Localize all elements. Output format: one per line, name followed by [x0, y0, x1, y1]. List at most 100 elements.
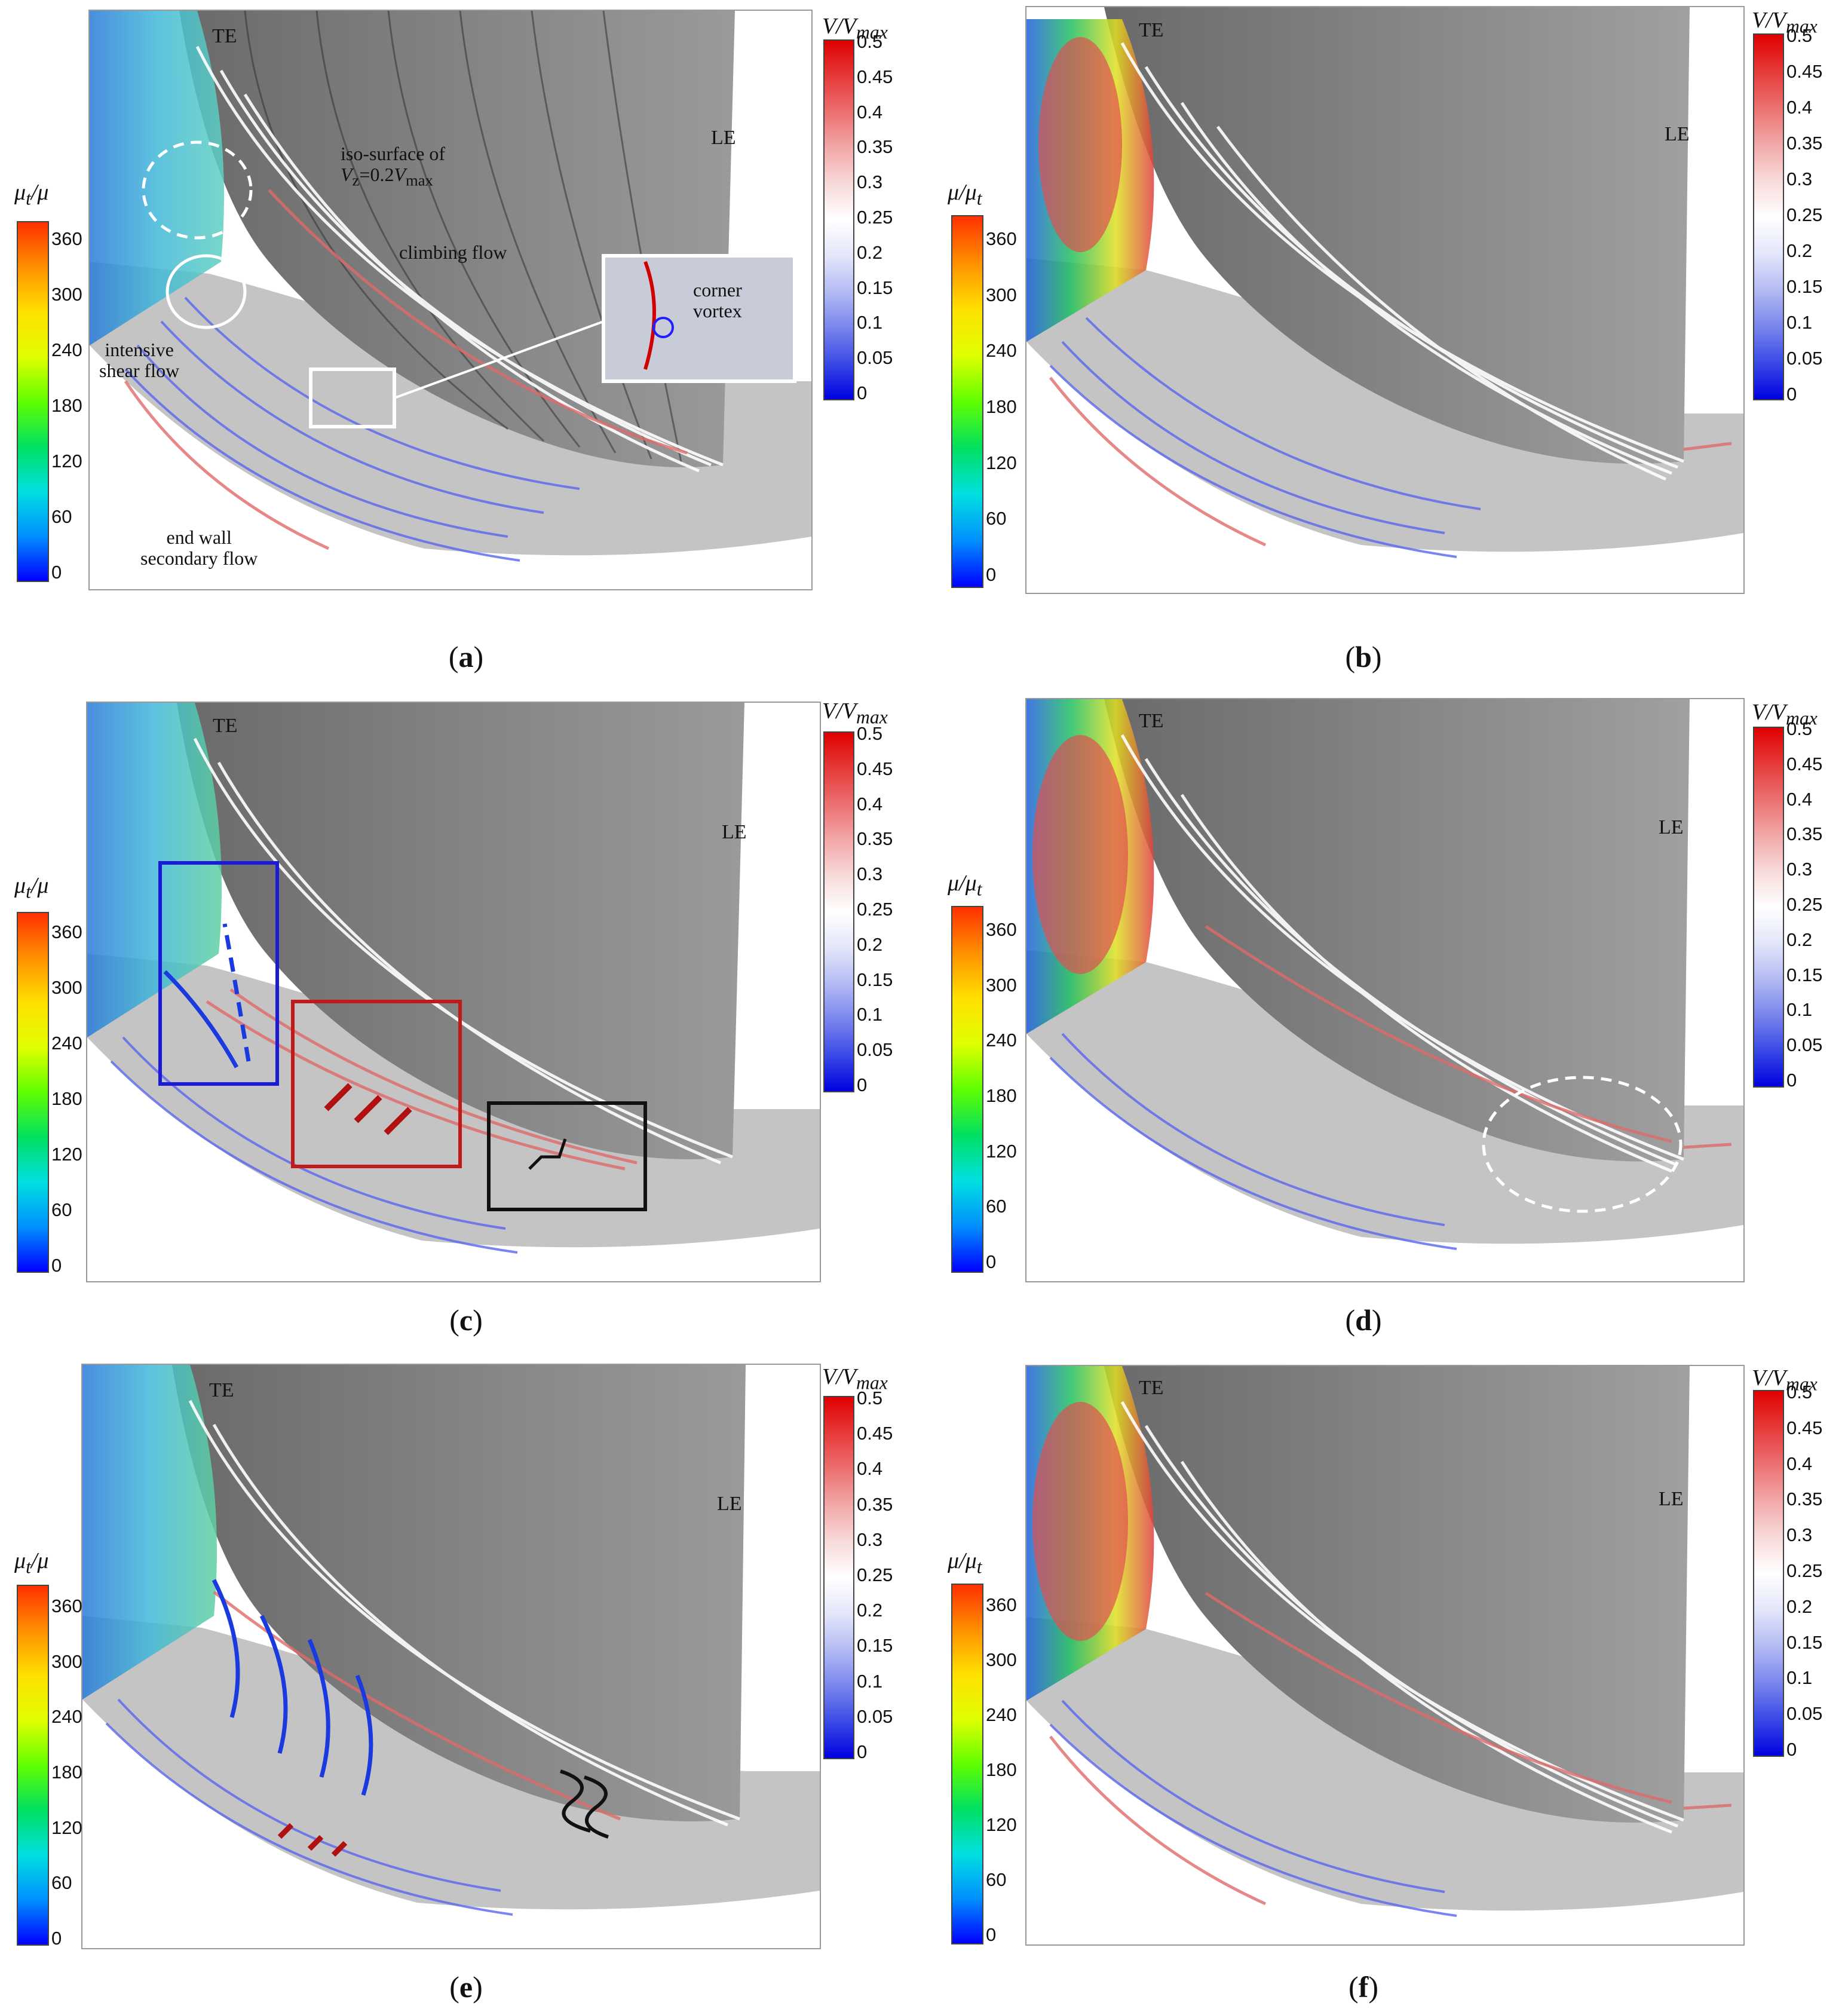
colorbar-tick-label: 300: [51, 1650, 82, 1672]
colorbar-tick-label: 120: [51, 1817, 82, 1838]
colorbar-tick-label: 0.5: [857, 31, 883, 52]
velocity-colorbar: [1753, 33, 1784, 400]
colorbar-tick-label: 0.4: [857, 793, 883, 814]
colorbar-tick-label: 0.25: [857, 207, 893, 228]
colorbar-tick-label: 0.3: [1786, 859, 1813, 880]
colorbar-tick-label: 180: [51, 1088, 82, 1109]
colorbar-tick-label: 300: [51, 977, 82, 998]
colorbar-tick-label: 0.2: [1786, 1595, 1813, 1617]
colorbar-tick-label: 120: [51, 451, 82, 471]
colorbar-tick-label: 0.35: [857, 136, 893, 158]
colorbar-tick-label: 0: [986, 1924, 997, 1945]
colorbar-tick-label: 0: [986, 564, 997, 585]
panel-a: TE LE iso-surface of Vz=0.2Vmax climbing…: [0, 0, 924, 681]
colorbar-tick-label: 300: [986, 284, 1017, 305]
colorbar-tick-label: 0.15: [857, 277, 893, 298]
le-label: LE: [722, 821, 747, 843]
colorbar-tick-label: 0.25: [1786, 1560, 1823, 1581]
caption-f: (f): [1349, 1970, 1378, 2004]
le-label: LE: [1659, 1488, 1684, 1510]
flow-field-image-d: [1025, 698, 1745, 1282]
colorbar-tick-label: 0.1: [857, 1670, 883, 1692]
colorbar-tick-label: 0.4: [1786, 1453, 1813, 1474]
viscosity-colorbar: [951, 215, 983, 588]
colorbar-tick-label: 0.5: [1786, 25, 1813, 46]
iso-surface-annotation: iso-surface of Vz=0.2Vmax: [341, 143, 446, 189]
colorbar-tick-label: 360: [986, 1594, 1017, 1615]
shear-flow-annotation: intensive shear flow: [99, 339, 180, 382]
colorbar-tick-label: 0.45: [857, 758, 893, 779]
colorbar-tick-label: 0.25: [857, 1564, 893, 1585]
colorbar-tick-label: 0.05: [857, 1039, 893, 1061]
endwall-flow-annotation: end wall secondary flow: [140, 526, 258, 569]
colorbar-tick-label: 0.5: [857, 1388, 883, 1408]
flow-field-drawing: [1026, 1366, 1743, 1944]
colorbar-tick-label: 0: [51, 562, 62, 583]
caption-d: (d): [1345, 1303, 1382, 1337]
flow-field-drawing: [82, 1365, 820, 1948]
colorbar-tick-label: 0.15: [1786, 1631, 1823, 1653]
colorbar-tick-label: 0.35: [1786, 823, 1823, 845]
viscosity-bar-title: μt/μ: [14, 873, 49, 902]
colorbar-tick-label: 0: [51, 1928, 62, 1949]
flow-field-drawing: [87, 703, 820, 1281]
colorbar-tick-label: 0.3: [1786, 1524, 1813, 1546]
colorbar-tick-label: 0.05: [1786, 348, 1823, 369]
colorbar-tick-label: 0.15: [857, 1635, 893, 1656]
velocity-colorbar: [1753, 1390, 1784, 1757]
te-label: TE: [213, 715, 238, 737]
colorbar-tick-label: 0.5: [1786, 1382, 1813, 1402]
viscosity-colorbar: [17, 912, 49, 1273]
colorbar-tick-label: 60: [51, 506, 72, 527]
flow-field-image-e: [81, 1364, 821, 1949]
le-label: LE: [1659, 816, 1684, 838]
colorbar-tick-label: 0.05: [857, 1705, 893, 1727]
colorbar-tick-label: 0.4: [857, 101, 883, 123]
panel-b: TE LE μ/μt V/Vmax (b) 360 300 240 180 120 60 0…: [924, 0, 1848, 681]
velocity-bar-title: V/Vmax: [822, 1364, 888, 1394]
colorbar-tick-label: 0.25: [1786, 894, 1823, 915]
velocity-colorbar: [1753, 727, 1784, 1088]
colorbar-tick-label: 0.25: [857, 899, 893, 920]
colorbar-tick-label: 60: [986, 508, 1007, 529]
colorbar-tick-label: 0.3: [1786, 169, 1813, 189]
colorbar-tick-label: 0.4: [1786, 97, 1813, 118]
velocity-bar-title: V/Vmax: [1752, 8, 1818, 37]
viscosity-colorbar: [951, 906, 983, 1273]
colorbar-tick-label: 0.45: [1786, 1417, 1823, 1438]
viscosity-colorbar: [17, 221, 49, 582]
colorbar-tick-label: 0.45: [1786, 61, 1823, 82]
colorbar-tick-label: 0.45: [857, 1423, 893, 1444]
colorbar-tick-label: 360: [51, 228, 82, 249]
colorbar-tick-label: 60: [51, 1872, 72, 1894]
colorbar-tick-label: 0.35: [857, 1493, 893, 1515]
te-label: TE: [1139, 19, 1164, 41]
colorbar-tick-label: 240: [986, 340, 1017, 362]
colorbar-tick-label: 0.45: [857, 66, 893, 87]
flow-field-image-c: [86, 702, 821, 1282]
te-label: TE: [212, 25, 237, 47]
flow-field-image-b: [1025, 6, 1745, 594]
colorbar-tick-label: 0: [857, 382, 868, 403]
colorbar-tick-label: 120: [986, 1140, 1017, 1162]
caption-e: (e): [449, 1970, 483, 2004]
colorbar-tick-label: 0: [51, 1255, 62, 1276]
colorbar-tick-label: 0.05: [1786, 1034, 1823, 1056]
colorbar-tick-label: 60: [51, 1199, 72, 1220]
panel-e: TE LE μt/μ V/Vmax (e) 360 300 240 180 120 60 0…: [0, 1350, 924, 2012]
viscosity-bar-title: μ/μt: [948, 1548, 982, 1578]
velocity-bar-title: V/Vmax: [822, 699, 888, 728]
colorbar-tick-label: 0: [1786, 384, 1797, 405]
colorbar-tick-label: 360: [51, 921, 82, 942]
flow-field-image-a: [88, 10, 813, 590]
colorbar-tick-label: 0.1: [857, 1004, 883, 1025]
te-label: TE: [209, 1379, 234, 1401]
colorbar-tick-label: 0.3: [857, 172, 883, 193]
viscosity-bar-title: μ/μt: [948, 871, 982, 900]
colorbar-tick-label: 0.05: [857, 347, 893, 369]
colorbar-tick-label: 0.1: [1786, 312, 1813, 333]
colorbar-tick-label: 180: [51, 395, 82, 416]
colorbar-tick-label: 0.35: [1786, 1489, 1823, 1510]
colorbar-tick-label: 0.2: [1786, 929, 1813, 950]
colorbar-tick-label: 120: [986, 452, 1017, 473]
